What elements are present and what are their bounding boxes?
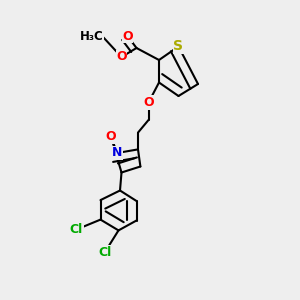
Text: N: N xyxy=(112,146,122,160)
Text: H₃C: H₃C xyxy=(80,29,104,43)
Text: O: O xyxy=(143,96,154,109)
Text: S: S xyxy=(173,40,184,53)
Text: Cl: Cl xyxy=(70,223,83,236)
Text: O: O xyxy=(116,50,127,64)
Text: Cl: Cl xyxy=(98,245,112,259)
Text: O: O xyxy=(122,29,133,43)
Text: O: O xyxy=(106,130,116,143)
